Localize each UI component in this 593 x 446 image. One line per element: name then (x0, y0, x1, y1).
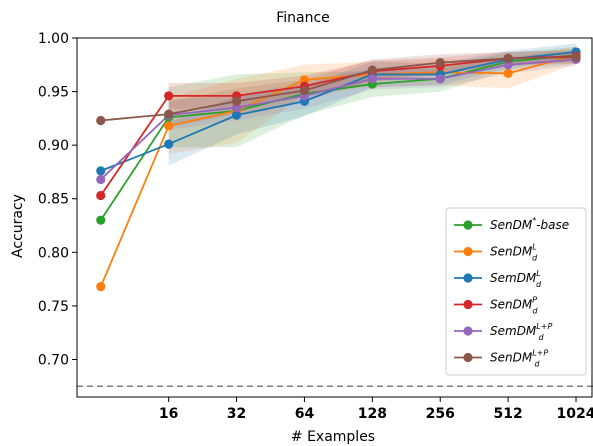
data-point (96, 115, 106, 126)
data-point (164, 91, 174, 101)
legend-label: SenDML+P d (490, 349, 548, 369)
y-axis-label: Accuracy (10, 194, 26, 258)
y-tick-label: 0.95 (38, 85, 69, 101)
chart-title: Finance (276, 10, 330, 26)
data-point (231, 110, 242, 120)
data-point (96, 166, 106, 176)
x-tick-label: 32 (227, 406, 246, 422)
series-line (100, 56, 577, 122)
legend-marker (463, 326, 473, 336)
data-point (435, 58, 445, 68)
x-tick-label: 16 (159, 406, 178, 422)
data-point (164, 121, 174, 131)
x-axis-label: # Examples (291, 429, 375, 445)
legend-label: SemDML d (490, 269, 542, 289)
data-point (299, 85, 310, 96)
legend-marker (463, 246, 473, 257)
data-point (96, 282, 106, 292)
legend-label: SenDM*-base (490, 216, 569, 232)
data-point (231, 96, 242, 106)
series-band (168, 43, 577, 166)
y-tick-label: 0.70 (38, 352, 69, 368)
data-point (164, 109, 174, 119)
x-tick-label: 256 (426, 406, 455, 422)
plot-frame (76, 37, 593, 398)
data-point (299, 75, 310, 85)
series-line (100, 58, 577, 181)
legend-marker (463, 299, 473, 310)
data-point (503, 68, 513, 78)
data-point (435, 74, 445, 84)
x-tick-label: 64 (295, 406, 315, 422)
legend-label: SenDML d (490, 243, 538, 263)
data-point (367, 65, 377, 75)
data-point (231, 103, 242, 113)
data-point (96, 174, 106, 185)
legend-label: SenDMP d (490, 296, 538, 316)
data-point (503, 60, 513, 70)
y-tick-label: 0.85 (38, 192, 69, 208)
data-point (164, 139, 174, 149)
y-axis: 0.70 0.75 0.80 0.85 0.90 0.95 1.00 (38, 31, 77, 368)
y-tick-label: 0.75 (38, 299, 69, 315)
y-tick-label: 0.90 (38, 138, 69, 154)
legend-marker (463, 352, 473, 363)
data-point (96, 190, 106, 201)
x-tick-label: 128 (358, 406, 387, 422)
legend-marker (463, 220, 473, 230)
data-point (571, 52, 581, 62)
series-line (100, 54, 577, 221)
series-points (96, 47, 581, 292)
data-point (367, 74, 377, 84)
x-tick-label: 512 (494, 406, 523, 422)
data-point (503, 53, 513, 63)
data-point (96, 215, 106, 225)
x-tick-label: 1024 (557, 406, 593, 422)
x-axis: 16 32 64 128 256 512 1024 (159, 397, 593, 422)
series-line (99, 54, 577, 287)
y-tick-label: 0.80 (38, 245, 69, 261)
legend: SenDM*-base SenDML d SemDML d SenDMP d SemDML+P… (445, 207, 587, 376)
legend-box (445, 207, 587, 376)
y-tick-label: 1.00 (38, 31, 69, 47)
series-lines (99, 51, 577, 287)
legend-label: SemDML+P d (490, 322, 552, 342)
legend-marker (463, 273, 473, 283)
